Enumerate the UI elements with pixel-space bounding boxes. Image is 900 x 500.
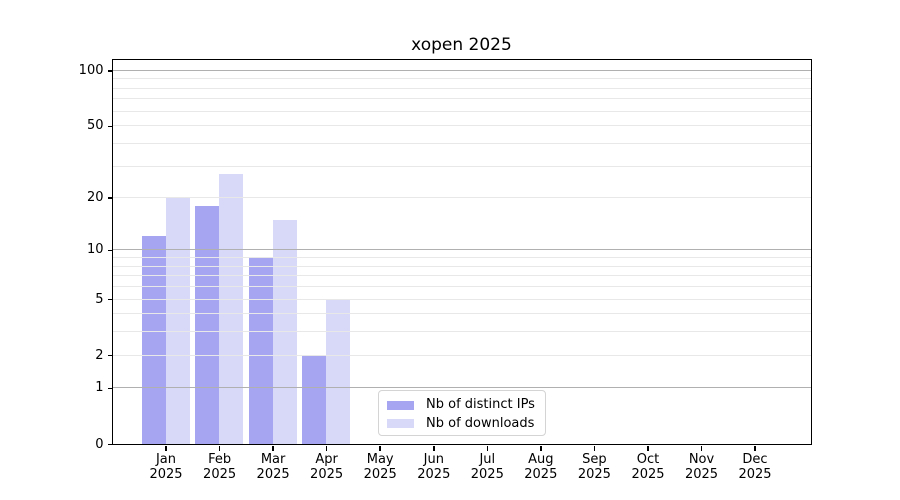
bar-feb-downloads — [219, 174, 244, 444]
x-axis-tick-label: Jul 2025 — [470, 451, 504, 483]
y-axis-tick-label: 1 — [95, 380, 104, 396]
gridline-minor-6 — [113, 286, 811, 287]
y-tick-1 — [107, 387, 112, 390]
plot-area — [112, 59, 812, 445]
gridline-minor-30 — [113, 165, 811, 167]
y-axis-tick-label: 5 — [95, 291, 104, 307]
y-axis-tick-label: 20 — [86, 190, 104, 205]
gridline-minor-4 — [113, 313, 811, 315]
legend-label-distinct-ips: Nb of distinct IPs — [426, 397, 535, 413]
bar-jan-downloads — [165, 197, 190, 444]
x-axis-tick-label: Nov 2025 — [684, 451, 719, 483]
x-tick-sep — [593, 446, 596, 451]
x-axis-tick-label: May 2025 — [363, 451, 397, 483]
x-axis-tick-label: Dec 2025 — [738, 451, 772, 483]
y-tick-5 — [107, 298, 112, 301]
legend-swatch-downloads — [387, 419, 414, 429]
legend-label-downloads: Nb of downloads — [426, 415, 535, 431]
bar-jan-distinct-ips — [141, 236, 166, 444]
y-tick-100 — [107, 70, 112, 72]
legend-item-downloads: Nb of downloads — [387, 415, 537, 434]
bar-feb-distinct-ips — [195, 205, 220, 444]
x-axis-tick-label: Jan 2025 — [149, 451, 183, 483]
gridline-minor-9 — [113, 257, 811, 259]
x-axis-tick-label: Jun 2025 — [417, 451, 451, 483]
bar-apr-distinct-ips — [302, 355, 327, 444]
x-tick-jul — [486, 446, 488, 451]
x-tick-oct — [647, 446, 649, 451]
y-axis-tick-label: 2 — [95, 347, 104, 363]
gridline-minor-3 — [113, 331, 811, 333]
chart-title: xopen 2025 — [411, 35, 512, 55]
gridline-major-10 — [113, 249, 811, 251]
gridline-minor-70 — [113, 98, 811, 100]
bar-apr-downloads — [326, 299, 351, 444]
y-tick-2 — [107, 354, 112, 357]
x-tick-aug — [540, 446, 542, 451]
y-tick-10 — [107, 249, 112, 252]
y-tick-50 — [107, 125, 112, 127]
legend-item-distinct-ips: Nb of distinct IPs — [387, 396, 537, 415]
x-tick-jun — [433, 446, 435, 451]
x-axis-tick-label: Sep 2025 — [577, 451, 611, 483]
bar-mar-distinct-ips — [248, 257, 273, 444]
x-tick-may — [379, 446, 381, 451]
x-axis-tick-label: Apr 2025 — [310, 451, 344, 483]
x-axis-tick-label: Feb 2025 — [203, 451, 237, 483]
y-tick-0 — [107, 443, 112, 446]
x-axis-tick-label: Aug 2025 — [524, 451, 558, 483]
x-tick-nov — [700, 446, 703, 451]
gridline-minor-90 — [113, 78, 811, 80]
y-axis-tick-label: 0 — [95, 436, 104, 452]
x-tick-dec — [754, 446, 756, 451]
x-tick-feb — [218, 446, 221, 451]
gridline-minor-40 — [113, 142, 811, 144]
x-tick-jan — [165, 446, 167, 451]
gridline-major-100 — [113, 69, 811, 71]
gridline-minor-20 — [113, 197, 811, 198]
gridline-minor-2 — [113, 354, 811, 356]
gridline-minor-50 — [113, 125, 811, 127]
x-axis-tick-label: Mar 2025 — [256, 451, 290, 483]
gridline-major-1 — [113, 387, 811, 389]
x-tick-mar — [272, 446, 274, 451]
y-axis-tick-label: 100 — [78, 62, 104, 78]
y-axis-tick-label: 50 — [86, 118, 104, 134]
legend-swatch-distinct-ips — [387, 400, 414, 410]
gridline-minor-7 — [113, 275, 811, 277]
legend: Nb of distinct IPs Nb of downloads — [378, 390, 546, 436]
gridline-minor-5 — [113, 298, 811, 300]
y-tick-20 — [107, 197, 112, 199]
gridline-minor-60 — [113, 110, 811, 112]
y-axis-tick-label: 10 — [86, 242, 104, 258]
gridline-minor-8 — [113, 265, 811, 267]
gridline-minor-80 — [113, 87, 811, 89]
x-axis-tick-label: Oct 2025 — [631, 451, 665, 483]
x-tick-apr — [325, 446, 328, 451]
